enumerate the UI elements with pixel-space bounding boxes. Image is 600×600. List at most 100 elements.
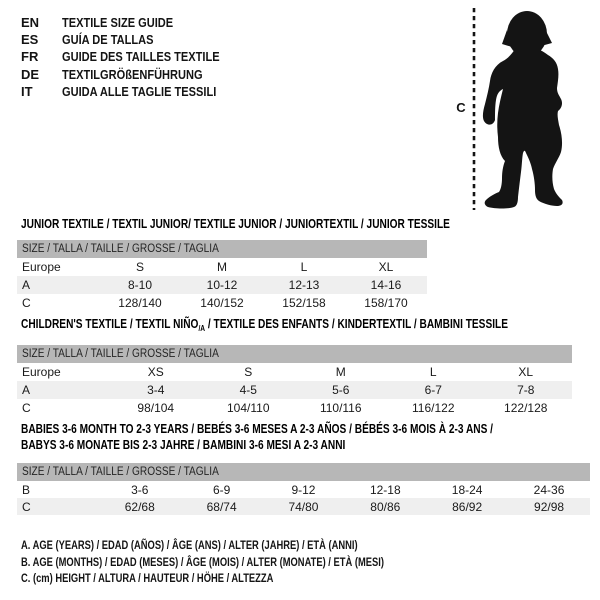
language-guide-title: GUÍA DE TALLAS — [62, 32, 154, 48]
title-text: / TEXTILE DES ENFANTS / KINDERTEXTIL / B… — [205, 316, 508, 331]
size-cell: 74/80 — [288, 499, 319, 514]
size-row-c: C 98/104 104/110 110/116 116/122 122/128 — [17, 399, 572, 417]
language-guide-title: TEXTILGRÖßENFÜHRUNG — [62, 66, 203, 82]
title-subscript: /A — [198, 323, 206, 333]
size-cell: 80/86 — [370, 499, 401, 514]
size-cell: 104/110 — [227, 401, 270, 415]
size-cell: 18-24 — [451, 482, 483, 497]
size-header-bar: SIZE / TALLA / TAILLE / GRÖSSE / TAGLIA — [17, 345, 572, 363]
size-row-c: C 128/140 140/152 152/158 158/170 — [17, 294, 427, 312]
size-cell: 152/158 — [282, 296, 326, 310]
size-cell: 5-6 — [332, 383, 350, 397]
childrens-size-table: SIZE / TALLA / TAILLE / GRÖSSE / TAGLIA … — [17, 345, 572, 417]
row-label: A — [22, 383, 31, 397]
footnote-text: B. AGE (MONTHS) / EDAD (MESES) / ÂGE (MO… — [21, 554, 384, 569]
size-cell: 14-16 — [370, 278, 402, 292]
row-label: Europe — [22, 260, 61, 274]
footnote-text: A. AGE (YEARS) / EDAD (AÑOS) / ÂGE (ANS)… — [21, 538, 358, 552]
size-cell: XL — [518, 365, 534, 379]
row-label: C — [22, 296, 31, 310]
size-cell: M — [217, 260, 227, 274]
language-row-es: ES GUÍA DE TALLAS — [21, 32, 247, 49]
size-row-a: A 3-4 4-5 5-6 6-7 7-8 — [17, 381, 572, 399]
junior-table-title: JUNIOR TEXTILE / TEXTIL JUNIOR/ TEXTILE … — [21, 216, 571, 232]
title-text: BABIES 3-6 MONTH TO 2-3 YEARS / BEBÉS 3-… — [21, 421, 493, 436]
size-cell: 4-5 — [239, 383, 257, 397]
footnote-legend: A. AGE (YEARS) / EDAD (AÑOS) / ÂGE (ANS)… — [21, 538, 486, 588]
language-row-en: EN TEXTILE SIZE GUIDE — [21, 15, 247, 32]
size-cell: 6-9 — [212, 482, 231, 497]
row-label: Europe — [22, 365, 61, 379]
language-row-fr: FR GUIDE DES TAILLES TEXTILE — [21, 49, 247, 66]
size-row-europe: Europe XS S M L XL — [17, 363, 572, 381]
size-row-a: A 8-10 10-12 12-13 14-16 — [17, 276, 427, 294]
size-row-europe: Europe S M L XL — [17, 258, 427, 276]
size-header-bar: SIZE / TALLA / TAILLE / GRÖSSE / TAGLIA — [17, 240, 427, 258]
childrens-table-title: CHILDREN'S TEXTILE / TEXTIL NIÑO/A / TEX… — [21, 316, 600, 336]
size-cell: S — [244, 365, 253, 379]
language-row-de: DE TEXTILGRÖßENFÜHRUNG — [21, 67, 247, 84]
size-cell: 3-4 — [147, 383, 165, 397]
footnote-line-c: C. (cm) HEIGHT / ALTURA / HAUTEUR / HÖHE… — [21, 571, 486, 588]
table-title-line: CHILDREN'S TEXTILE / TEXTIL NIÑO/A / TEX… — [21, 316, 508, 336]
height-measure-dashed-line — [472, 8, 476, 210]
size-cell: 12-13 — [288, 278, 320, 292]
size-row-b: B 3-6 6-9 9-12 12-18 18-24 24-36 — [17, 481, 590, 498]
size-cell: 24-36 — [533, 482, 565, 497]
language-guide-title: GUIDE DES TAILLES TEXTILE — [62, 49, 220, 65]
size-cell: 128/140 — [118, 296, 162, 310]
footnote-text: C. (cm) HEIGHT / ALTURA / HAUTEUR / HÖHE… — [21, 571, 274, 585]
size-cell: 140/152 — [200, 296, 244, 310]
size-header-bar: SIZE / TALLA / TAILLE / GRÖSSE / TAGLIA — [17, 463, 590, 481]
language-code: DE — [21, 66, 40, 82]
title-text: JUNIOR TEXTILE / TEXTIL JUNIOR/ TEXTILE … — [21, 216, 450, 231]
size-cell: L — [429, 365, 437, 379]
language-guide-title: GUIDA ALLE TAGLIE TESSILI — [62, 83, 217, 99]
language-code: ES — [21, 32, 39, 48]
size-cell: 122/128 — [504, 401, 548, 415]
row-label: A — [22, 278, 31, 292]
size-cell: 3-6 — [131, 482, 149, 497]
size-cell: 158/170 — [364, 296, 408, 310]
size-cell: 9-12 — [291, 482, 316, 497]
language-code: EN — [21, 15, 40, 30]
table-title-line: BABIES 3-6 MONTH TO 2-3 YEARS / BEBÉS 3-… — [21, 421, 493, 437]
size-cell: XS — [147, 365, 164, 379]
size-cell: 98/104 — [137, 401, 175, 415]
footnote-line-a: A. AGE (YEARS) / EDAD (AÑOS) / ÂGE (ANS)… — [21, 538, 486, 555]
footnote-line-b: B. AGE (MONTHS) / EDAD (MESES) / ÂGE (MO… — [21, 555, 486, 572]
size-cell: 68/74 — [206, 499, 237, 514]
size-cell: M — [335, 365, 346, 379]
size-cell: 6-7 — [424, 383, 442, 397]
size-cell: 10-12 — [206, 278, 238, 292]
language-code: FR — [21, 49, 39, 65]
size-cell: 62/68 — [124, 499, 155, 514]
row-label: C — [22, 401, 31, 415]
table-title-line: BABYS 3-6 MONATE BIS 2-3 JAHRE / BAMBINI… — [21, 437, 345, 453]
language-guide-title: TEXTILE SIZE GUIDE — [62, 15, 174, 30]
height-measure-label: C — [456, 100, 466, 115]
title-text: BABYS 3-6 MONATE BIS 2-3 JAHRE / BAMBINI… — [21, 437, 346, 452]
size-cell: 7-8 — [517, 383, 535, 397]
row-label: C — [22, 499, 31, 514]
size-row-c: C 62/68 68/74 74/80 80/86 86/92 92/98 — [17, 498, 590, 515]
language-title-list: EN TEXTILE SIZE GUIDE ES GUÍA DE TALLAS FR GU… — [21, 15, 247, 101]
toddler-silhouette-icon — [482, 11, 563, 209]
size-cell: 12-18 — [369, 482, 401, 497]
size-cell: 116/122 — [412, 401, 455, 415]
language-code: IT — [21, 83, 33, 99]
size-cell: S — [135, 260, 144, 274]
size-cell: 110/116 — [319, 401, 362, 415]
row-label: B — [22, 482, 31, 497]
language-row-it: IT GUIDA ALLE TAGLIE TESSILI — [21, 84, 247, 101]
size-cell: L — [300, 260, 308, 274]
size-cell: 8-10 — [127, 278, 153, 292]
babies-size-table: SIZE / TALLA / TAILLE / GRÖSSE / TAGLIA … — [17, 463, 590, 515]
size-cell: 92/98 — [534, 499, 565, 514]
size-cell: XL — [378, 260, 394, 274]
junior-size-table: SIZE / TALLA / TAILLE / GRÖSSE / TAGLIA … — [17, 240, 427, 312]
table-title-line: JUNIOR TEXTILE / TEXTIL JUNIOR/ TEXTILE … — [21, 216, 450, 232]
size-cell: 86/92 — [452, 499, 483, 514]
toddler-figure: C — [440, 0, 600, 220]
